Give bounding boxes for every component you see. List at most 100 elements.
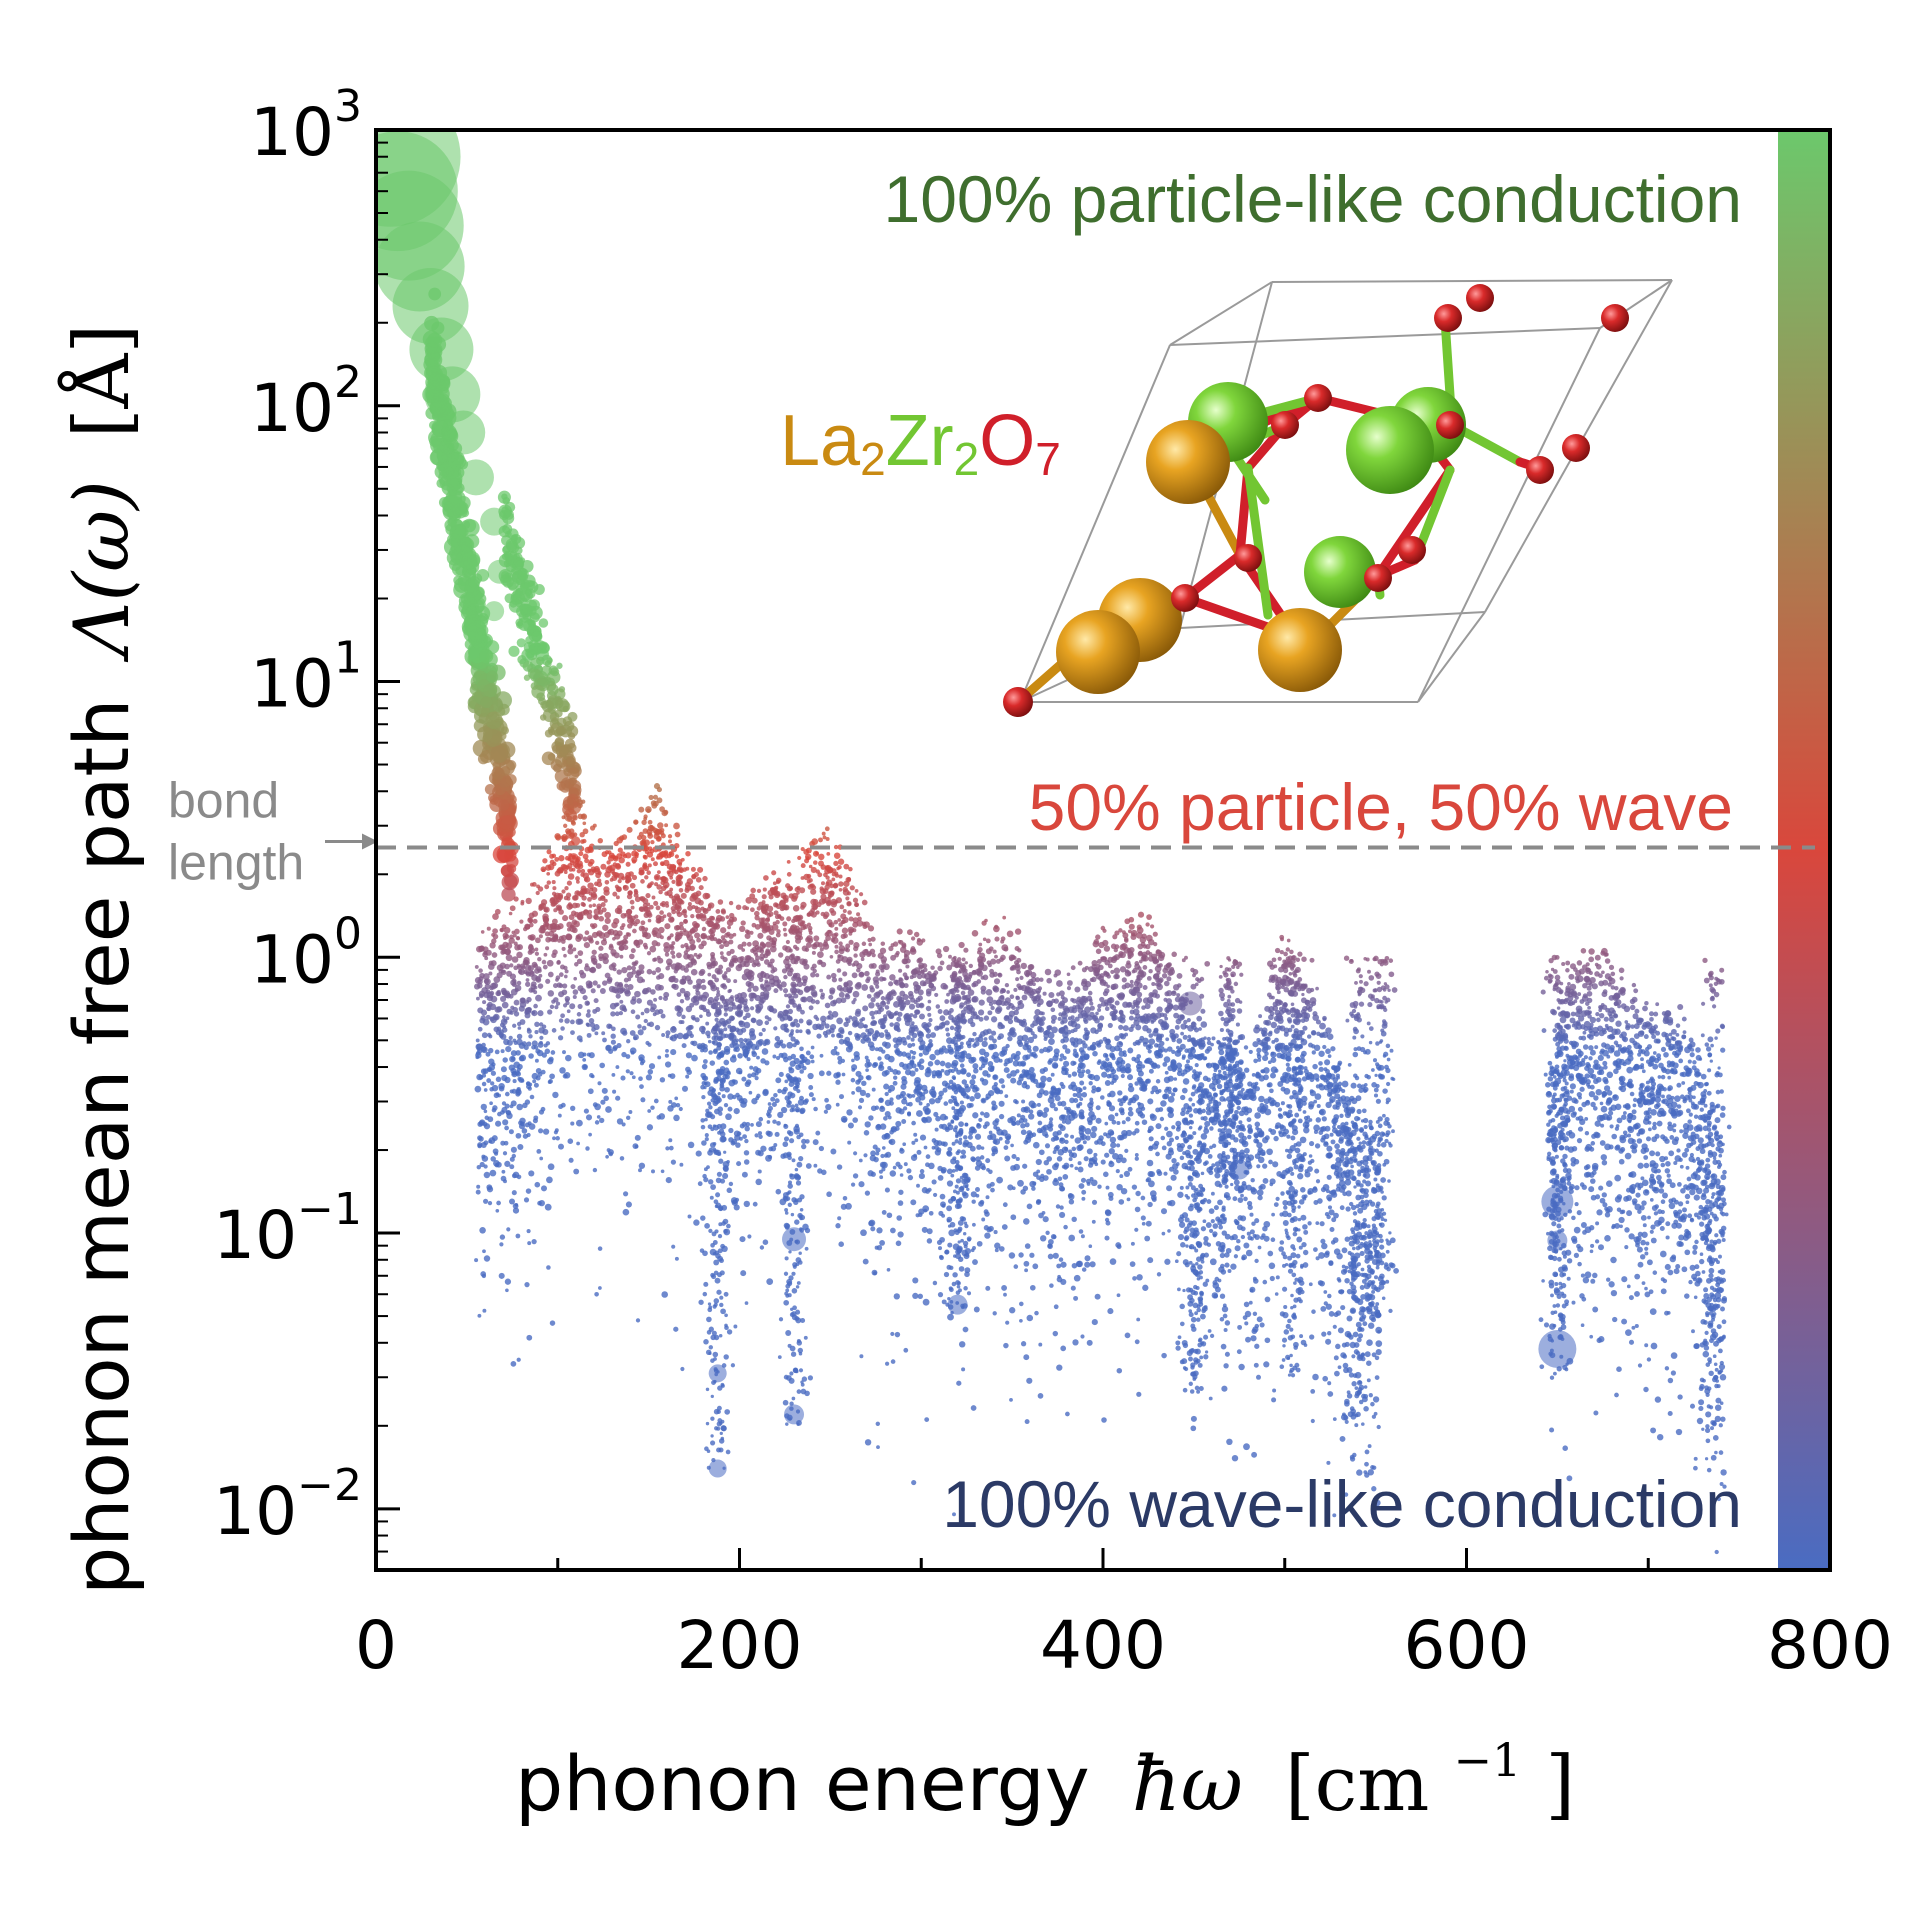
data-point <box>825 881 830 886</box>
data-point <box>906 1168 912 1174</box>
data-point <box>702 875 708 882</box>
data-point <box>1177 1287 1181 1292</box>
data-point <box>928 1210 934 1216</box>
data-point <box>1609 1124 1614 1129</box>
data-point <box>1091 1088 1096 1094</box>
data-point <box>1262 1177 1269 1184</box>
data-point <box>750 1017 756 1023</box>
data-point <box>933 1111 939 1117</box>
data-point <box>518 1005 525 1012</box>
data-point <box>524 1099 531 1105</box>
data-point <box>1028 963 1035 970</box>
data-point <box>852 990 860 998</box>
data-point <box>1593 1095 1599 1101</box>
data-point <box>1118 1101 1124 1107</box>
data-point <box>824 1097 829 1103</box>
data-point <box>1155 1079 1161 1084</box>
data-point <box>454 506 464 515</box>
data-point <box>592 1008 598 1014</box>
data-point <box>1314 1168 1320 1174</box>
data-point <box>548 665 558 675</box>
data-point <box>633 819 639 825</box>
data-point <box>511 533 522 545</box>
data-point <box>1637 1102 1644 1108</box>
data-point <box>554 709 563 718</box>
data-point <box>1325 1338 1332 1345</box>
data-point <box>678 1106 683 1112</box>
data-point <box>1004 1139 1010 1145</box>
data-point <box>719 951 724 956</box>
data-point <box>805 1050 811 1056</box>
data-point <box>1637 1363 1643 1368</box>
data-point <box>1307 1221 1312 1226</box>
data-point <box>697 1181 703 1187</box>
data-point <box>1056 1364 1063 1371</box>
data-point <box>842 971 848 977</box>
data-point <box>1103 945 1111 952</box>
data-point <box>864 970 870 977</box>
data-point <box>967 1134 973 1140</box>
data-point <box>577 1051 585 1059</box>
data-point <box>771 923 779 931</box>
data-point <box>1042 1216 1049 1223</box>
data-point <box>1608 1107 1613 1112</box>
data-point <box>1046 977 1053 984</box>
data-point <box>1208 1208 1215 1214</box>
data-point <box>808 1005 814 1011</box>
data-point <box>996 1176 1003 1184</box>
data-point <box>980 1063 986 1069</box>
data-point <box>1003 1292 1007 1297</box>
data-point <box>497 1111 502 1117</box>
data-point <box>1134 1152 1139 1157</box>
data-point <box>562 705 569 713</box>
data-point <box>876 1227 883 1234</box>
data-point <box>1097 1027 1103 1032</box>
data-point <box>1097 1184 1102 1189</box>
data-point <box>906 929 913 936</box>
data-point <box>890 1359 896 1364</box>
data-point <box>516 980 522 986</box>
data-point <box>1619 986 1626 994</box>
data-point <box>1117 1090 1123 1096</box>
data-point <box>758 1032 763 1037</box>
data-point <box>1036 1003 1041 1007</box>
data-point <box>1668 1150 1675 1157</box>
data-point <box>1602 1202 1608 1208</box>
data-point <box>1088 1244 1093 1249</box>
data-point <box>1116 1293 1121 1298</box>
data-point <box>984 1211 990 1217</box>
data-point <box>926 1103 930 1107</box>
data-point <box>1243 1242 1250 1249</box>
data-point <box>578 969 585 975</box>
data-point <box>1004 1155 1011 1162</box>
data-point <box>756 1019 763 1026</box>
data-point <box>1699 1107 1704 1112</box>
data-point <box>830 972 837 979</box>
data-point <box>1714 1450 1718 1455</box>
data-point <box>990 1016 998 1023</box>
data-point <box>455 566 465 576</box>
data-point <box>838 1241 844 1247</box>
data-point <box>767 1102 772 1106</box>
data-point <box>848 931 853 936</box>
data-point <box>499 1242 504 1247</box>
data-point <box>1330 1046 1336 1052</box>
data-point <box>501 924 507 930</box>
data-point <box>495 1120 502 1127</box>
data-point <box>1209 1333 1215 1339</box>
data-point <box>647 819 653 825</box>
data-point <box>1699 1148 1706 1155</box>
data-point <box>1210 1191 1215 1196</box>
data-point <box>547 1009 553 1015</box>
data-point <box>1651 1179 1657 1185</box>
data-point <box>1262 1163 1268 1169</box>
data-point <box>859 1354 864 1359</box>
data-point <box>1104 1209 1111 1216</box>
data-point <box>902 1142 907 1147</box>
data-point <box>1237 1324 1243 1330</box>
data-point <box>1549 1375 1555 1380</box>
data-point <box>927 999 932 1004</box>
data-point <box>462 518 477 533</box>
data-point <box>1179 1185 1184 1190</box>
data-point <box>1686 1142 1692 1149</box>
